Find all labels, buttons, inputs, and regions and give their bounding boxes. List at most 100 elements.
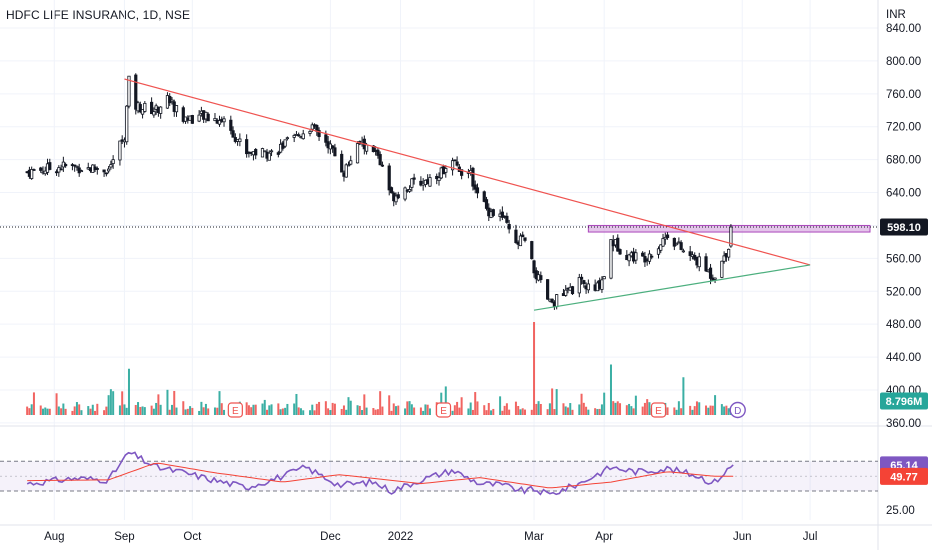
candle-body (407, 189, 412, 192)
candle-body (672, 237, 676, 247)
volume-bar (587, 409, 590, 415)
price-tick-label: 640.00 (886, 188, 921, 200)
volume-bar (476, 401, 479, 415)
volume-bar (184, 409, 187, 415)
volume-bar (139, 406, 142, 415)
candle-body (722, 255, 726, 262)
volume-bar (562, 403, 565, 415)
volume-bar (331, 402, 334, 415)
volume-bar (263, 399, 266, 415)
candle-body (333, 147, 337, 157)
volume-bar (422, 410, 425, 415)
candle-body (618, 249, 622, 255)
volume-bar (112, 391, 115, 415)
volume-bar (286, 403, 289, 415)
candle-body (412, 177, 416, 180)
volume-bar (381, 406, 384, 415)
volume-bar (632, 408, 635, 415)
candle-body (555, 294, 559, 308)
candle-body (437, 177, 441, 182)
candle-body (150, 101, 154, 115)
volume-bar (648, 402, 651, 415)
time-tick-label: 2022 (388, 531, 414, 543)
candle-body (317, 130, 321, 138)
candle-body (349, 160, 353, 165)
price-tick-label: 760.00 (886, 89, 921, 101)
candle-body (104, 172, 108, 175)
volume-bar (173, 390, 176, 415)
candle-body (292, 135, 296, 138)
candle-body (143, 102, 147, 112)
dividend-marker-circle (729, 401, 746, 419)
volume-bar (318, 401, 321, 415)
candle-body (523, 237, 527, 241)
volume-bar (460, 397, 463, 415)
volume-bar (485, 410, 488, 415)
candle-body (396, 194, 400, 199)
candle-body (570, 286, 575, 295)
volume-bar (159, 404, 162, 415)
volume-bar (603, 392, 606, 415)
volume-bar (720, 404, 723, 415)
candle-body (577, 277, 581, 294)
volume-bar (254, 404, 257, 415)
volume-bar (392, 403, 395, 415)
volume-tag: 8.796M (880, 392, 928, 410)
candle-body (641, 252, 645, 257)
volume-bar (141, 406, 144, 415)
candle-body (79, 170, 84, 173)
volume-bar (675, 409, 678, 415)
symbol-title: HDFC LIFE INSURANC, 1D, NSE (6, 8, 191, 22)
price-tick-label: 360.00 (886, 418, 921, 430)
volume-bar (327, 408, 330, 415)
volume-bar (695, 401, 698, 415)
volume-bar (705, 405, 708, 415)
volume-bar (109, 389, 112, 415)
volume-bar (487, 402, 490, 415)
candle-body (109, 164, 113, 168)
volume-bar (270, 404, 273, 415)
volume-bar (71, 410, 74, 415)
volume-bar (365, 407, 368, 415)
candle-body (308, 130, 312, 134)
ascending-trendline (533, 264, 811, 311)
volume-bar (358, 405, 361, 415)
volume-bar (91, 404, 94, 415)
candle-body (602, 276, 606, 280)
candle-body (376, 149, 380, 156)
volume-bar (508, 409, 511, 415)
candle-body (681, 250, 685, 253)
volume-bar (245, 402, 248, 415)
volume-bar (458, 407, 461, 415)
candle-body (539, 275, 543, 281)
candle-body (661, 238, 665, 247)
time-tick-label: Apr (595, 531, 613, 543)
earnings-marker[interactable]: E (650, 402, 667, 418)
candle-body (530, 241, 534, 260)
volume-bar (60, 408, 63, 415)
trendline-drawings[interactable] (0, 78, 878, 311)
earnings-marker[interactable]: E (227, 402, 243, 418)
price-tick-label: 840.00 (886, 23, 921, 35)
candle-body (181, 107, 185, 122)
volume-bar (469, 402, 472, 415)
volume-bar (714, 395, 717, 415)
volume-bar (625, 405, 628, 415)
earnings-marker[interactable]: E (435, 402, 452, 418)
candle-body (550, 298, 554, 303)
candle-body (579, 276, 584, 280)
dividend-marker[interactable]: D (729, 401, 746, 419)
volume-bar (198, 410, 201, 415)
volume-bar (103, 410, 106, 415)
volume-bar (376, 409, 379, 415)
candle-body (616, 237, 620, 252)
volume-bar (302, 410, 305, 415)
candle-body (310, 124, 314, 130)
candle-body (532, 260, 536, 274)
volume-bar (682, 377, 685, 415)
candle-body (582, 280, 586, 285)
volume-bar (643, 402, 646, 415)
volume-bar (123, 404, 126, 415)
